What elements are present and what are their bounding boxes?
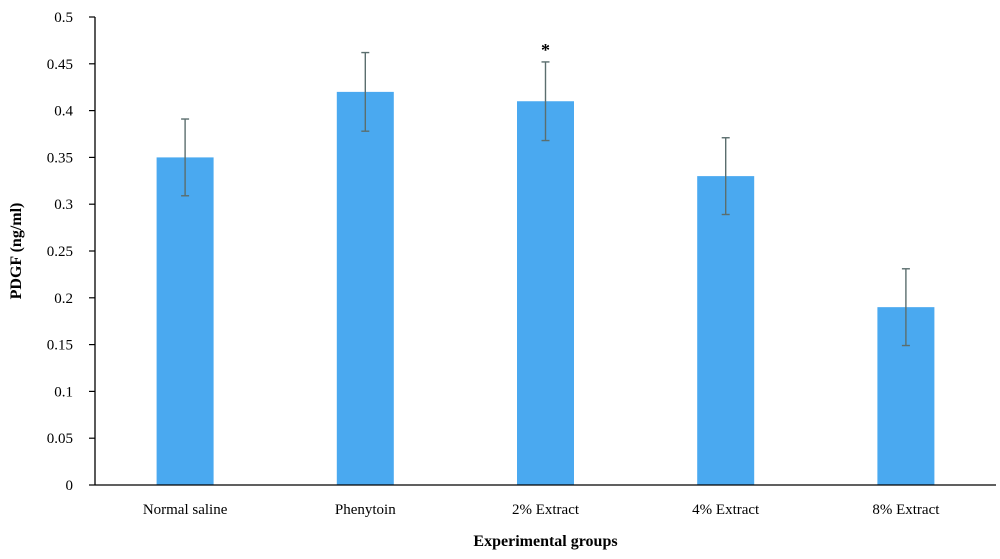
- x-tick-label: Phenytoin: [335, 502, 396, 518]
- error-bars-group: [181, 51, 910, 347]
- bar-normal-saline: [156, 157, 214, 485]
- x-axis-title: Experimental groups: [473, 533, 617, 550]
- annotations-group: *: [541, 40, 550, 60]
- y-axis-title: PDGF (ng/ml): [8, 203, 25, 300]
- y-tick-label: 0.45: [47, 57, 73, 73]
- y-tick-label: 0.3: [54, 197, 73, 213]
- x-axis-tick-labels: Normal saline Phenytoin 2% Extract 4% Extra…: [143, 502, 940, 518]
- y-tick-label: 0.15: [47, 338, 73, 354]
- significance-marker: *: [541, 40, 550, 60]
- y-tick-label: 0.2: [54, 291, 73, 307]
- error-bar: [181, 118, 190, 197]
- error-bar: [541, 61, 550, 142]
- y-tick-label: 0.25: [47, 244, 73, 260]
- y-tick-label: 0.35: [47, 150, 73, 166]
- x-tick-label: 8% Extract: [872, 502, 940, 518]
- y-axis-ticks: 0 0.05 0.1 0.15 0.2 0.25 0.3 0.35 0.4 0.45 0.5: [47, 10, 95, 494]
- y-tick-label: 0: [66, 478, 74, 494]
- bar-4-extract: [697, 176, 755, 485]
- bar-2-extract: [517, 101, 574, 486]
- error-bar: [901, 268, 910, 347]
- x-tick-label: 2% Extract: [512, 502, 580, 518]
- y-tick-label: 0.05: [47, 431, 73, 447]
- y-tick-label: 0.1: [54, 384, 73, 400]
- x-tick-label: Normal saline: [143, 502, 228, 518]
- y-tick-label: 0.4: [54, 104, 73, 120]
- error-bar: [361, 51, 370, 132]
- x-tick-label: 4% Extract: [692, 502, 760, 518]
- y-tick-label: 0.5: [54, 10, 73, 26]
- bars-group: [156, 91, 935, 486]
- bar-phenytoin: [336, 91, 394, 485]
- error-bar: [721, 137, 730, 216]
